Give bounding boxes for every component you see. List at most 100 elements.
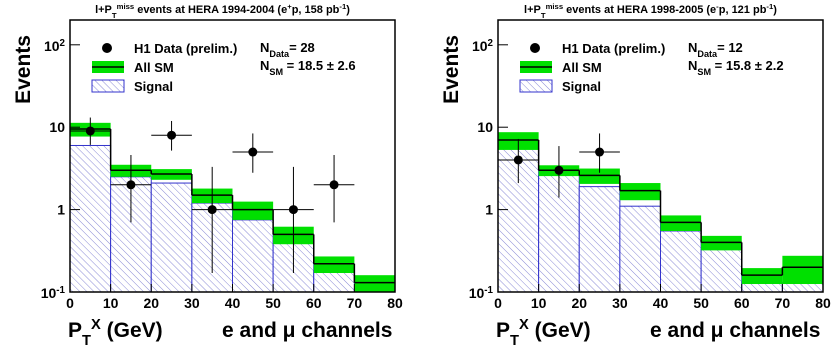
text-part: ): [346, 4, 350, 16]
text-part: l+P: [524, 4, 541, 16]
legend-label: H1 Data (prelim.): [562, 41, 665, 56]
text-part: = 28: [289, 40, 315, 55]
channel-label: e and μ channels: [650, 319, 820, 342]
chart-title: l+PTmiss events at HERA 1994-2004 (e+p, …: [95, 2, 350, 20]
text-part: N: [688, 58, 697, 73]
x-tick-label: 20: [143, 295, 159, 311]
signal-bar: [69, 144, 112, 293]
stat-line: NSM = 18.5 ± 2.6: [260, 58, 356, 77]
y-tick-base: 10: [469, 285, 485, 301]
signal-bar: [150, 182, 193, 293]
text-part: Data: [269, 49, 290, 59]
y-tick-exp: 2: [488, 37, 494, 48]
text-part: -1: [766, 2, 774, 11]
x-tick-label: 50: [265, 295, 281, 311]
data-point: [554, 165, 564, 175]
data-point: [329, 180, 339, 190]
x-tick-label: 10: [103, 295, 119, 311]
y-tick-label: 10: [49, 119, 65, 135]
text-part: X: [519, 317, 529, 333]
text-part: P: [496, 319, 510, 342]
sm-error-band: [579, 168, 620, 184]
chart-title: l+PTmiss events at HERA 1998-2005 (e-p, …: [524, 2, 777, 20]
legend-data-marker: [530, 43, 540, 53]
legend-label: All SM: [562, 60, 602, 75]
text-part: (GeV): [101, 319, 163, 342]
stat-line: NSM = 15.8 ± 2.2: [688, 58, 784, 77]
sm-error-band: [782, 255, 823, 285]
signal-bar: [313, 270, 355, 293]
x-tick-label: 50: [693, 295, 709, 311]
text-part: = 12: [717, 40, 743, 55]
sm-error-band: [354, 275, 395, 292]
x-tick-label: 30: [612, 295, 628, 311]
x-tick-label: 80: [387, 295, 403, 311]
text-part: = 18.5 ± 2.6: [283, 58, 356, 73]
text-part: ): [773, 4, 777, 16]
data-point: [595, 147, 605, 157]
text-part: (GeV): [529, 319, 591, 342]
x-tick-label: 40: [225, 295, 241, 311]
legend-signal-swatch: [91, 79, 125, 93]
text-part: p, 158 pb: [292, 4, 340, 16]
x-tick-label: 20: [571, 295, 587, 311]
signal-bar: [232, 219, 274, 293]
text-part: events at HERA 1998-2005 (e: [563, 4, 716, 16]
sm-error-band: [619, 183, 661, 201]
stat-line: NData= 12: [688, 40, 743, 59]
y-axis-label: Events: [440, 35, 463, 104]
y-tick-base: 10: [41, 285, 57, 301]
text-part: miss: [117, 2, 135, 11]
sm-error-band: [313, 256, 355, 274]
x-tick-label: 30: [184, 295, 200, 311]
text-part: miss: [546, 2, 564, 11]
x-axis-label: PTX (GeV): [496, 317, 591, 349]
signal-bar: [619, 205, 661, 293]
y-tick-label: 10-1: [41, 285, 66, 302]
y-tick-label: 10: [477, 119, 493, 135]
text-part: Data: [697, 49, 718, 59]
text-part: = 15.8 ± 2.2: [711, 58, 784, 73]
y-tick-exp: -1: [484, 285, 493, 296]
y-axis-label: Events: [12, 35, 35, 104]
legend-label: Signal: [562, 79, 601, 94]
text-part: events at HERA 1994-2004 (e: [134, 4, 287, 16]
x-tick-label: 0: [494, 295, 502, 311]
data-point: [207, 205, 217, 215]
y-tick-exp: 2: [60, 37, 66, 48]
y-tick-label: 1: [485, 202, 493, 218]
x-tick-label: 60: [734, 295, 750, 311]
stat-line: NData= 28: [260, 40, 315, 59]
y-tick-label: 10-1: [469, 285, 494, 302]
y-tick-base: 10: [44, 38, 60, 54]
signal-bar: [781, 282, 824, 293]
text-part: T: [510, 333, 519, 349]
text-part: p, 121 pb: [719, 4, 767, 16]
data-point: [85, 126, 95, 136]
sm-error-band: [741, 268, 783, 285]
x-tick-label: 70: [347, 295, 363, 311]
x-axis-label: PTX (GeV): [68, 317, 163, 349]
text-part: -: [716, 2, 719, 11]
channel-label: e and μ channels: [222, 319, 392, 342]
legend-signal-swatch: [519, 79, 553, 93]
x-tick-label: 10: [531, 295, 547, 311]
y-tick-label: 1: [57, 202, 65, 218]
x-tick-label: 0: [66, 295, 74, 311]
text-part: +: [287, 2, 292, 11]
x-tick-label: 80: [815, 295, 831, 311]
text-part: T: [112, 11, 117, 20]
data-point: [126, 180, 136, 190]
legend-data-marker: [102, 43, 112, 53]
data-point: [288, 205, 298, 215]
data-point: [513, 155, 523, 165]
legend-label: H1 Data (prelim.): [134, 41, 237, 56]
legend-label: All SM: [134, 60, 174, 75]
signal-bar: [578, 186, 621, 293]
y-tick-base: 10: [472, 38, 488, 54]
text-part: N: [260, 58, 269, 73]
data-point: [248, 147, 258, 157]
x-tick-label: 60: [306, 295, 322, 311]
text-part: T: [82, 333, 91, 349]
